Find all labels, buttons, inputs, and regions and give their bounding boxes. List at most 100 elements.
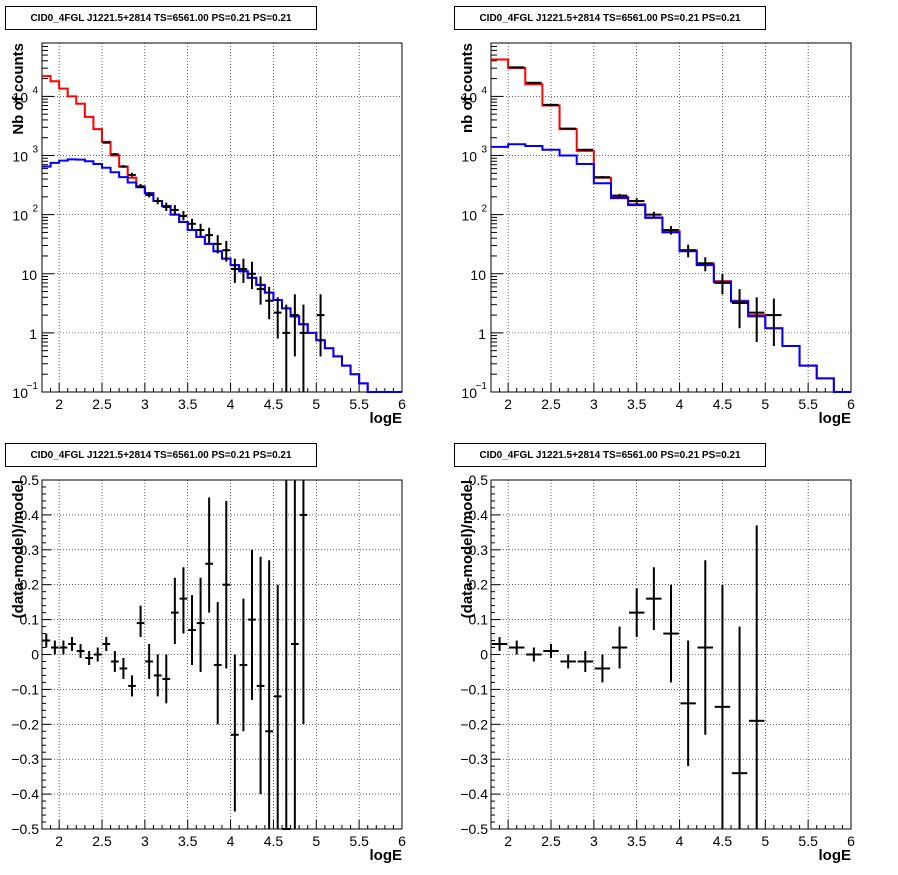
y-tick-label: 1 (478, 326, 486, 342)
y-tick-exponent: −1 (476, 381, 488, 392)
y-tick-label: 10 (461, 385, 477, 401)
y-tick-label: 10 (461, 208, 477, 224)
y-tick-exponent: 2 (481, 204, 487, 215)
x-tick-label: 5 (312, 833, 320, 849)
chart-bottom-left: 2 2.5 3 3.5 4 4.5 5 5.5 6 −0.5 −0.4 −0.3 −0.2 −0.1 0 0.… (10, 472, 406, 864)
x-tick-label: 5.5 (798, 396, 818, 412)
y-tick-label: −0.4 (11, 786, 39, 802)
x-tick-label: 5 (312, 396, 320, 412)
y-tick-label: 10 (21, 267, 37, 283)
x-tick-label: 5 (761, 396, 769, 412)
y-tick-label: 0 (31, 647, 39, 663)
series-group (491, 525, 765, 829)
series-group (42, 480, 308, 830)
plot-frame (490, 42, 852, 393)
x-tick-label: 4 (227, 833, 235, 849)
x-tick-label: 6 (847, 396, 855, 412)
y-tick-exponent: 3 (32, 145, 38, 156)
y-tick-label: 10 (12, 208, 28, 224)
y-tick-label: −0.3 (11, 751, 39, 767)
y-tick-label: 0.5 (20, 472, 40, 488)
x-tick-label: 4.5 (264, 396, 284, 412)
chart-title: CID0_4FGL J1221.5+2814 TS=6561.00 PS=0.2… (5, 6, 317, 30)
panel-top-left: 2 2.5 3 3.5 4 4.5 5 5.5 6 10 −1 1 10 10 2 10 3 10 4 logE Nb … (0, 0, 449, 437)
y-tick-label: −0.5 (11, 821, 39, 837)
y-tick-exponent: −1 (27, 381, 39, 392)
x-tick-label: 4.5 (713, 396, 733, 412)
x-tick-label: 3 (141, 833, 149, 849)
chart-title: CID0_4FGL J1221.5+2814 TS=6561.00 PS=0.2… (5, 443, 317, 467)
y-tick-label: −0.3 (460, 751, 488, 767)
x-tick-label: 2.5 (92, 396, 112, 412)
y-axis-label: nb of counts (459, 43, 476, 133)
y-tick-label: 10 (12, 385, 28, 401)
y-tick-label: 10 (461, 149, 477, 165)
y-tick-label: 0.2 (469, 577, 489, 593)
x-tick-label: 6 (398, 833, 406, 849)
x-tick-label: 3 (590, 833, 598, 849)
chart-title: CID0_4FGL J1221.5+2814 TS=6561.00 PS=0.2… (454, 6, 766, 30)
y-tick-exponent: 4 (481, 85, 487, 96)
chart-title: CID0_4FGL J1221.5+2814 TS=6561.00 PS=0.2… (454, 443, 766, 467)
x-tick-label: 5.5 (349, 396, 369, 412)
y-tick-label: 1 (29, 326, 37, 342)
x-axis-label: logE (370, 410, 403, 427)
y-tick-label: 0.2 (20, 577, 40, 593)
x-tick-label: 4 (676, 396, 684, 412)
x-tick-label: 3.5 (178, 833, 198, 849)
y-tick-exponent: 4 (32, 85, 38, 96)
x-tick-label: 5.5 (798, 833, 818, 849)
x-tick-label: 4 (676, 833, 684, 849)
y-tick-exponent: 2 (32, 204, 38, 215)
panel-top-right: 2 2.5 3 3.5 4 4.5 5 5.5 6 10 −1 1 10 10 2 10 3 10 4 logE nb … (449, 0, 898, 437)
y-axis-label: (data-model)/model (10, 480, 27, 618)
x-tick-label: 2.5 (541, 396, 561, 412)
y-tick-label: −0.2 (460, 716, 488, 732)
y-axis-label: (data-model)/model (459, 480, 476, 618)
y-tick-label: 10 (470, 267, 486, 283)
x-tick-label: 2.5 (92, 833, 112, 849)
chart-bottom-right: 2 2.5 3 3.5 4 4.5 5 5.5 6 −0.5 −0.4 −0.3 −0.2 −0.1 0 0.… (459, 472, 855, 864)
series-model-source (491, 143, 851, 393)
y-tick-label: 0.5 (469, 472, 489, 488)
y-tick-label: 0.4 (469, 507, 489, 523)
y-tick-label: 0.1 (20, 612, 40, 628)
series-model-total (42, 75, 402, 393)
series-model-source (42, 158, 402, 393)
panel-bottom-left: 2 2.5 3 3.5 4 4.5 5 5.5 6 −0.5 −0.4 −0.3 −0.2 −0.1 0 0.… (0, 437, 449, 874)
panel-bottom-right: 2 2.5 3 3.5 4 4.5 5 5.5 6 −0.5 −0.4 −0.3 −0.2 −0.1 0 0.… (449, 437, 898, 874)
x-tick-label: 6 (398, 396, 406, 412)
series-group (42, 75, 402, 393)
y-tick-label: −0.5 (460, 821, 488, 837)
x-axis-label: logE (819, 847, 852, 864)
plot-frame (41, 42, 403, 393)
y-tick-label: −0.2 (11, 716, 39, 732)
x-tick-label: 3.5 (627, 833, 647, 849)
x-tick-label: 3.5 (178, 396, 198, 412)
x-tick-label: 5.5 (349, 833, 369, 849)
x-tick-label: 5 (761, 833, 769, 849)
x-tick-label: 2 (55, 396, 63, 412)
y-tick-label: 10 (12, 89, 28, 105)
series-model-total (491, 58, 851, 393)
x-tick-label: 3 (590, 396, 598, 412)
x-tick-label: 4 (227, 396, 235, 412)
x-tick-label: 3 (141, 396, 149, 412)
y-tick-label: 10 (12, 149, 28, 165)
y-tick-label: 0.3 (20, 542, 40, 558)
x-axis-label: logE (819, 410, 852, 427)
x-tick-label: 4.5 (713, 833, 733, 849)
x-tick-label: 2.5 (541, 833, 561, 849)
y-tick-label: −0.4 (460, 786, 488, 802)
x-tick-label: 4.5 (264, 833, 284, 849)
y-tick-label: −0.1 (460, 681, 488, 697)
y-tick-label: 0.3 (469, 542, 489, 558)
y-tick-exponent: 3 (481, 145, 487, 156)
x-tick-label: 2 (55, 833, 63, 849)
y-tick-label: 0 (480, 647, 488, 663)
y-tick-label: 0.1 (469, 612, 489, 628)
x-tick-label: 2 (504, 396, 512, 412)
